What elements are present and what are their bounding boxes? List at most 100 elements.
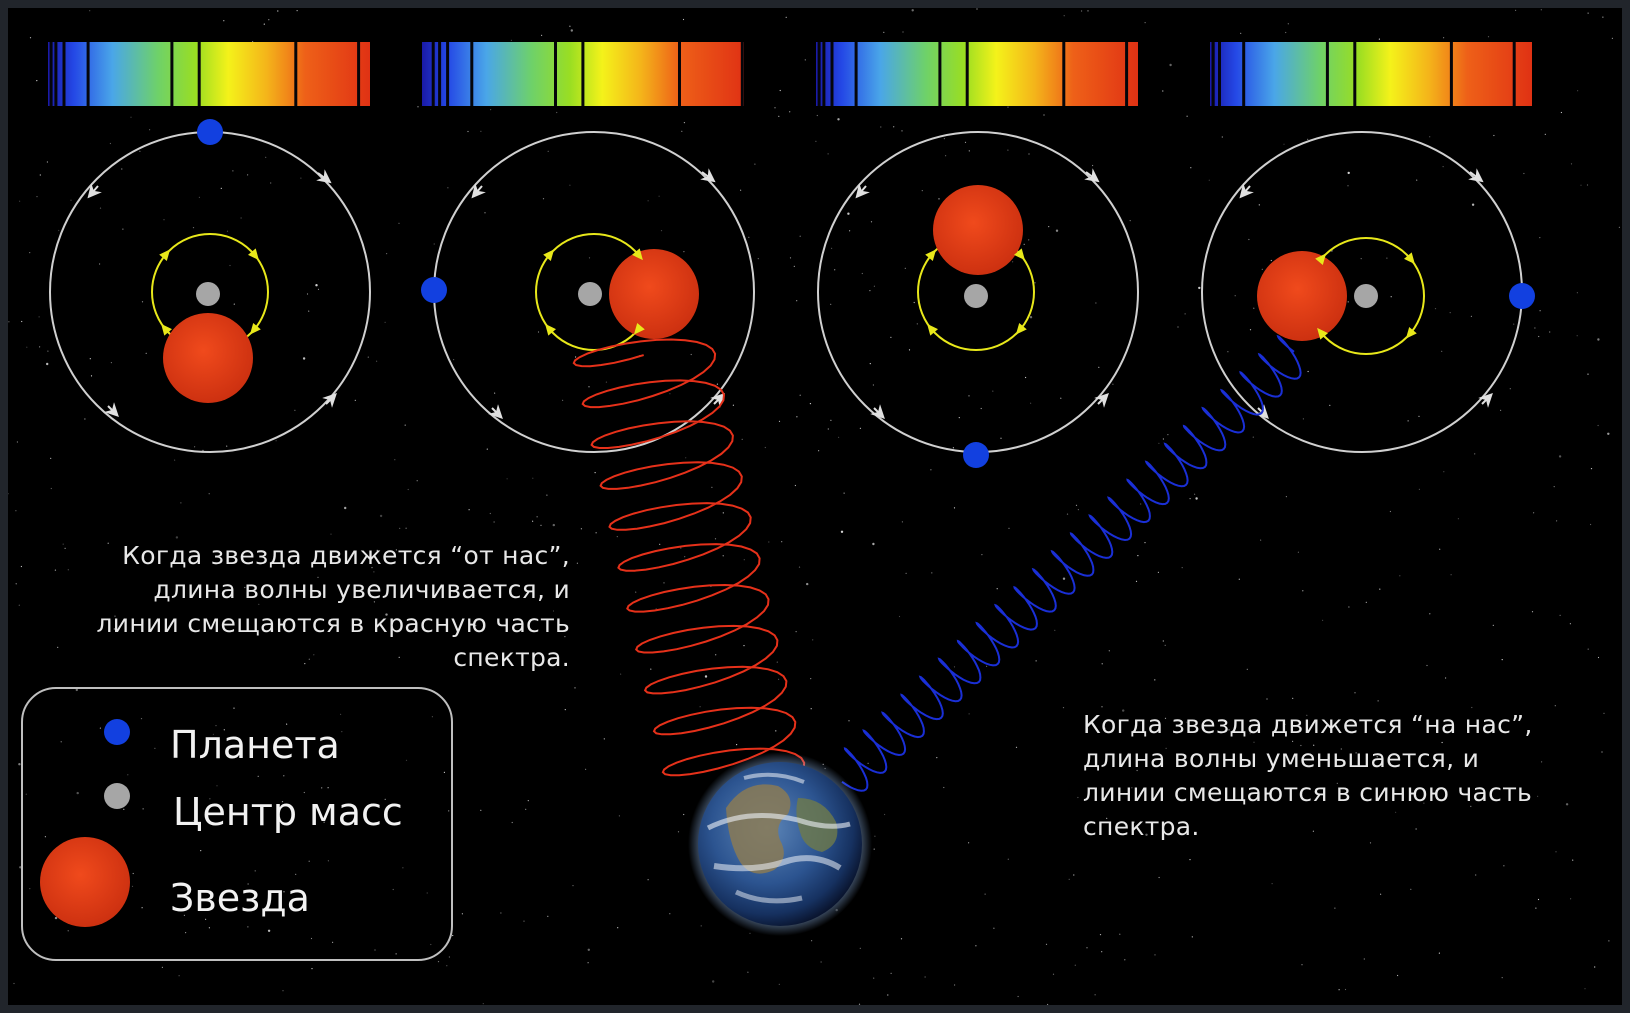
absorption-line bbox=[438, 42, 442, 106]
star-icon bbox=[163, 313, 253, 403]
background-star bbox=[19, 866, 22, 869]
background-star bbox=[205, 918, 207, 920]
background-star bbox=[1570, 163, 1573, 165]
background-star bbox=[931, 572, 933, 574]
background-star bbox=[572, 885, 574, 887]
background-star bbox=[29, 888, 31, 890]
background-star bbox=[749, 932, 751, 935]
background-star bbox=[764, 446, 766, 449]
background-star bbox=[968, 150, 970, 152]
background-star bbox=[267, 929, 271, 932]
background-star bbox=[58, 229, 60, 232]
background-star bbox=[647, 879, 649, 881]
background-star bbox=[1095, 302, 1097, 304]
background-star bbox=[185, 932, 187, 934]
background-star bbox=[139, 150, 141, 152]
background-star bbox=[127, 774, 129, 776]
background-star bbox=[1048, 226, 1050, 228]
background-star bbox=[580, 528, 583, 530]
background-star bbox=[1544, 133, 1546, 135]
background-star bbox=[722, 555, 724, 557]
center-of-mass-icon bbox=[196, 282, 220, 306]
background-star bbox=[1441, 350, 1443, 352]
background-star bbox=[1570, 898, 1572, 900]
background-star bbox=[945, 155, 947, 157]
background-star bbox=[880, 126, 882, 128]
background-star bbox=[46, 362, 49, 366]
background-star bbox=[681, 130, 683, 132]
background-star bbox=[376, 549, 378, 551]
background-star bbox=[1515, 9, 1517, 11]
background-star bbox=[395, 953, 397, 955]
background-star bbox=[793, 265, 795, 267]
background-star bbox=[1258, 204, 1260, 206]
background-star bbox=[1560, 111, 1562, 114]
background-star bbox=[226, 230, 229, 232]
background-star bbox=[1158, 442, 1160, 444]
background-star bbox=[1284, 723, 1286, 726]
background-star bbox=[448, 810, 450, 812]
background-star bbox=[1618, 226, 1620, 228]
background-star bbox=[536, 516, 538, 518]
background-star bbox=[484, 212, 486, 214]
background-star bbox=[1144, 22, 1146, 24]
background-star bbox=[953, 666, 956, 668]
background-star bbox=[99, 727, 101, 729]
background-star bbox=[1194, 493, 1196, 495]
background-star bbox=[39, 174, 41, 176]
background-star bbox=[1347, 171, 1350, 175]
background-star bbox=[1380, 893, 1382, 895]
earth-icon bbox=[688, 752, 872, 936]
background-star bbox=[902, 31, 904, 33]
background-star bbox=[869, 363, 871, 365]
background-star bbox=[1580, 184, 1582, 186]
absorption-line bbox=[581, 42, 585, 106]
planet-icon bbox=[104, 719, 130, 745]
background-star bbox=[141, 907, 143, 909]
background-star bbox=[921, 190, 923, 192]
background-star bbox=[1162, 438, 1164, 440]
background-star bbox=[193, 820, 195, 822]
background-star bbox=[1135, 580, 1138, 583]
background-star bbox=[1537, 795, 1539, 797]
background-star bbox=[685, 457, 687, 459]
background-star bbox=[1576, 335, 1578, 337]
background-star bbox=[1253, 307, 1255, 309]
background-star bbox=[384, 798, 386, 801]
background-star bbox=[540, 524, 542, 526]
background-star bbox=[789, 111, 791, 113]
background-star bbox=[198, 196, 200, 198]
background-star bbox=[810, 708, 812, 710]
background-star bbox=[258, 603, 260, 606]
background-star bbox=[1416, 179, 1418, 181]
background-star bbox=[89, 358, 91, 360]
background-star bbox=[1077, 796, 1079, 799]
background-star bbox=[740, 189, 742, 191]
background-star bbox=[1073, 874, 1075, 876]
background-star bbox=[838, 436, 840, 438]
spectrum-lines bbox=[817, 42, 1129, 106]
background-star bbox=[1410, 888, 1412, 890]
background-star bbox=[183, 914, 185, 917]
absorption-line bbox=[822, 42, 826, 106]
background-star bbox=[1572, 859, 1574, 861]
background-star bbox=[308, 310, 310, 312]
background-star bbox=[1558, 455, 1562, 458]
background-star bbox=[240, 217, 242, 219]
background-star bbox=[799, 235, 801, 237]
caption-line: линии смещаются в красную часть bbox=[96, 609, 570, 638]
background-star bbox=[1034, 282, 1036, 284]
background-star bbox=[778, 983, 780, 986]
background-star bbox=[682, 18, 685, 21]
background-star bbox=[1054, 629, 1056, 632]
background-star bbox=[683, 813, 685, 816]
background-star bbox=[778, 678, 780, 680]
background-star bbox=[430, 943, 432, 946]
background-star bbox=[142, 808, 144, 810]
background-star bbox=[893, 126, 895, 128]
background-star bbox=[1501, 659, 1503, 661]
background-star bbox=[1597, 656, 1600, 659]
background-star bbox=[416, 480, 418, 482]
background-star bbox=[1253, 741, 1255, 743]
background-star bbox=[1539, 310, 1541, 312]
